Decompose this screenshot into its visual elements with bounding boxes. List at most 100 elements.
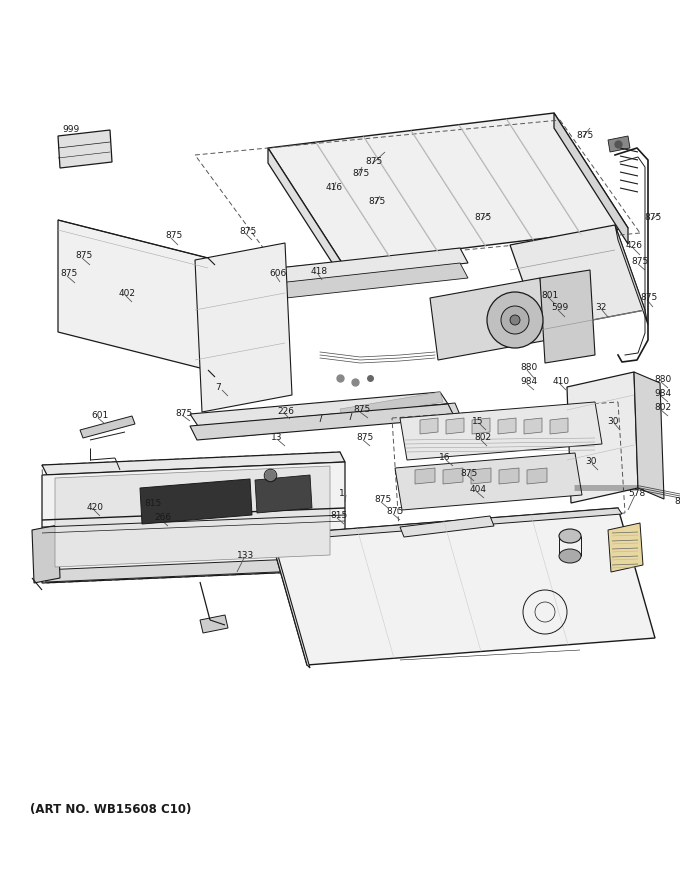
Polygon shape bbox=[55, 466, 330, 567]
Polygon shape bbox=[58, 130, 112, 168]
Ellipse shape bbox=[559, 529, 581, 543]
Polygon shape bbox=[540, 270, 595, 363]
Text: 802: 802 bbox=[474, 434, 491, 443]
Text: 420: 420 bbox=[87, 503, 104, 512]
Polygon shape bbox=[608, 523, 643, 572]
Circle shape bbox=[501, 306, 529, 334]
Text: 875: 875 bbox=[175, 408, 192, 417]
Polygon shape bbox=[270, 508, 622, 541]
Polygon shape bbox=[510, 225, 645, 330]
Polygon shape bbox=[554, 113, 628, 244]
Text: 226: 226 bbox=[277, 407, 294, 415]
Text: 1: 1 bbox=[339, 488, 345, 497]
Text: 426: 426 bbox=[626, 241, 643, 251]
Polygon shape bbox=[395, 453, 582, 510]
Polygon shape bbox=[443, 468, 463, 484]
Polygon shape bbox=[400, 402, 602, 460]
Polygon shape bbox=[32, 525, 60, 583]
Polygon shape bbox=[268, 113, 628, 263]
Circle shape bbox=[487, 292, 543, 348]
Polygon shape bbox=[608, 136, 630, 152]
Polygon shape bbox=[567, 372, 638, 503]
Text: 880: 880 bbox=[654, 376, 671, 385]
Text: 875: 875 bbox=[386, 508, 403, 517]
Polygon shape bbox=[270, 508, 655, 665]
Text: 875: 875 bbox=[352, 168, 369, 178]
Polygon shape bbox=[200, 615, 228, 633]
Polygon shape bbox=[415, 468, 435, 484]
Text: 578: 578 bbox=[628, 488, 645, 497]
Text: 875: 875 bbox=[640, 294, 658, 303]
Polygon shape bbox=[190, 404, 455, 440]
Text: 875: 875 bbox=[75, 252, 92, 260]
Polygon shape bbox=[195, 243, 292, 412]
Polygon shape bbox=[278, 263, 468, 298]
Polygon shape bbox=[615, 225, 648, 325]
Text: 875: 875 bbox=[356, 434, 373, 443]
Text: 875: 875 bbox=[460, 468, 477, 478]
Text: 875: 875 bbox=[674, 497, 680, 507]
Text: 416: 416 bbox=[326, 184, 343, 193]
Text: 30: 30 bbox=[585, 458, 596, 466]
Text: 875: 875 bbox=[368, 197, 386, 207]
Text: 402: 402 bbox=[119, 290, 136, 298]
Polygon shape bbox=[527, 468, 547, 484]
Text: 801: 801 bbox=[541, 290, 558, 299]
Text: 30: 30 bbox=[607, 416, 619, 426]
Polygon shape bbox=[140, 479, 252, 524]
Text: 984: 984 bbox=[520, 378, 537, 386]
Ellipse shape bbox=[559, 549, 581, 563]
Polygon shape bbox=[190, 392, 448, 426]
Text: 32: 32 bbox=[595, 304, 607, 312]
Polygon shape bbox=[472, 418, 490, 434]
Text: 875: 875 bbox=[474, 214, 491, 223]
Text: 418: 418 bbox=[311, 268, 328, 276]
Text: 984: 984 bbox=[654, 390, 671, 399]
Text: 875: 875 bbox=[60, 269, 78, 278]
Text: 601: 601 bbox=[91, 412, 108, 421]
Text: 875: 875 bbox=[365, 158, 382, 166]
Text: 802: 802 bbox=[654, 404, 671, 413]
Text: 815: 815 bbox=[144, 498, 161, 508]
Polygon shape bbox=[58, 220, 208, 370]
Text: 133: 133 bbox=[237, 552, 254, 561]
Polygon shape bbox=[499, 468, 519, 484]
Polygon shape bbox=[524, 418, 542, 434]
Text: 404: 404 bbox=[470, 486, 487, 495]
Text: 815: 815 bbox=[330, 511, 347, 520]
Text: 875: 875 bbox=[644, 214, 661, 223]
Polygon shape bbox=[446, 418, 464, 434]
Text: 13: 13 bbox=[271, 434, 282, 443]
Text: 15: 15 bbox=[472, 416, 483, 426]
Polygon shape bbox=[498, 418, 516, 434]
Text: (ART NO. WB15608 C10): (ART NO. WB15608 C10) bbox=[30, 803, 191, 817]
Polygon shape bbox=[42, 557, 346, 582]
Text: 16: 16 bbox=[439, 453, 450, 463]
Text: 875: 875 bbox=[631, 258, 648, 267]
Polygon shape bbox=[471, 468, 491, 484]
Text: 999: 999 bbox=[62, 126, 80, 135]
Text: 875: 875 bbox=[239, 226, 256, 236]
Polygon shape bbox=[278, 248, 468, 283]
Polygon shape bbox=[420, 418, 438, 434]
Polygon shape bbox=[400, 516, 494, 537]
Polygon shape bbox=[430, 278, 548, 360]
Text: 875: 875 bbox=[353, 406, 370, 414]
Polygon shape bbox=[340, 392, 443, 419]
Text: 7: 7 bbox=[215, 384, 221, 392]
Text: 266: 266 bbox=[154, 514, 171, 523]
Text: 875: 875 bbox=[576, 130, 593, 140]
Polygon shape bbox=[42, 452, 345, 475]
Polygon shape bbox=[42, 462, 345, 583]
Polygon shape bbox=[270, 535, 310, 668]
Circle shape bbox=[510, 315, 520, 325]
Polygon shape bbox=[268, 148, 342, 278]
Polygon shape bbox=[550, 418, 568, 434]
Polygon shape bbox=[255, 475, 312, 513]
Text: 606: 606 bbox=[269, 269, 286, 278]
Text: 880: 880 bbox=[520, 363, 537, 372]
Polygon shape bbox=[237, 403, 460, 436]
Polygon shape bbox=[634, 372, 664, 499]
Polygon shape bbox=[80, 416, 135, 438]
Polygon shape bbox=[98, 468, 118, 482]
